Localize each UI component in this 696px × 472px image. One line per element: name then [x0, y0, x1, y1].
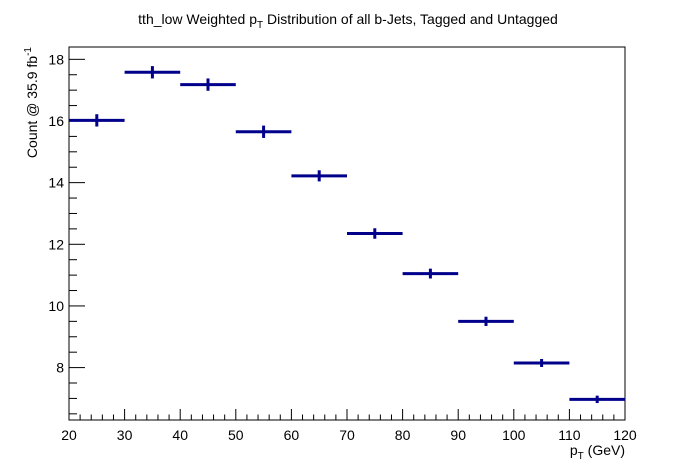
x-tick-label: 70: [339, 427, 355, 443]
x-tick-label: 40: [172, 427, 188, 443]
y-axis-label: Count @ 35.9 fb-1: [23, 47, 40, 159]
x-tick-label: 50: [228, 427, 244, 443]
x-tick-label: 100: [502, 427, 526, 443]
x-tick-label: 20: [61, 427, 77, 443]
data-point: [402, 268, 459, 279]
data-point: [569, 395, 625, 404]
x-axis-label-main: p: [570, 442, 578, 458]
x-tick-label: 110: [558, 427, 581, 443]
x-tick-label: 60: [284, 427, 300, 443]
y-tick-label: 18: [48, 51, 64, 67]
x-tick-label: 80: [395, 427, 411, 443]
y-axis: 8 10 12 14 16 18: [48, 51, 85, 415]
y-axis-label-sup: -1: [23, 47, 34, 56]
data-point: [69, 114, 125, 127]
chart-title-rest: Distribution of all b-Jets, Tagged and U…: [263, 11, 558, 27]
y-tick-label: 12: [48, 236, 64, 252]
y-axis-label-main: Count @ 35.9 fb: [24, 56, 40, 158]
data-point: [513, 358, 570, 367]
x-axis: 20 30 40 50 60 70 80 90 100 110 120: [61, 409, 637, 443]
data-point: [180, 78, 236, 91]
data-point: [124, 66, 181, 79]
y-tick-label: 10: [48, 298, 64, 314]
data-point: [458, 316, 514, 326]
data-point: [235, 125, 292, 138]
y-tick-label: 14: [48, 175, 64, 191]
x-axis-label-sub: T: [578, 451, 584, 462]
chart-title-main: tth_low Weighted p: [138, 11, 257, 27]
y-tick-label: 16: [48, 113, 64, 129]
chart-title: tth_low Weighted pT Distribution of all …: [138, 11, 558, 31]
x-axis-label-rest: (GeV): [584, 442, 625, 458]
data-series: [69, 66, 625, 404]
chart-title-sub: T: [257, 20, 263, 31]
x-tick-label: 90: [450, 427, 466, 443]
x-tick-label: 120: [613, 427, 637, 443]
x-axis-label: pT (GeV): [570, 442, 625, 462]
data-point: [347, 228, 403, 239]
data-point: [291, 170, 347, 182]
y-tick-label: 8: [56, 360, 64, 376]
x-tick-label: 30: [117, 427, 133, 443]
